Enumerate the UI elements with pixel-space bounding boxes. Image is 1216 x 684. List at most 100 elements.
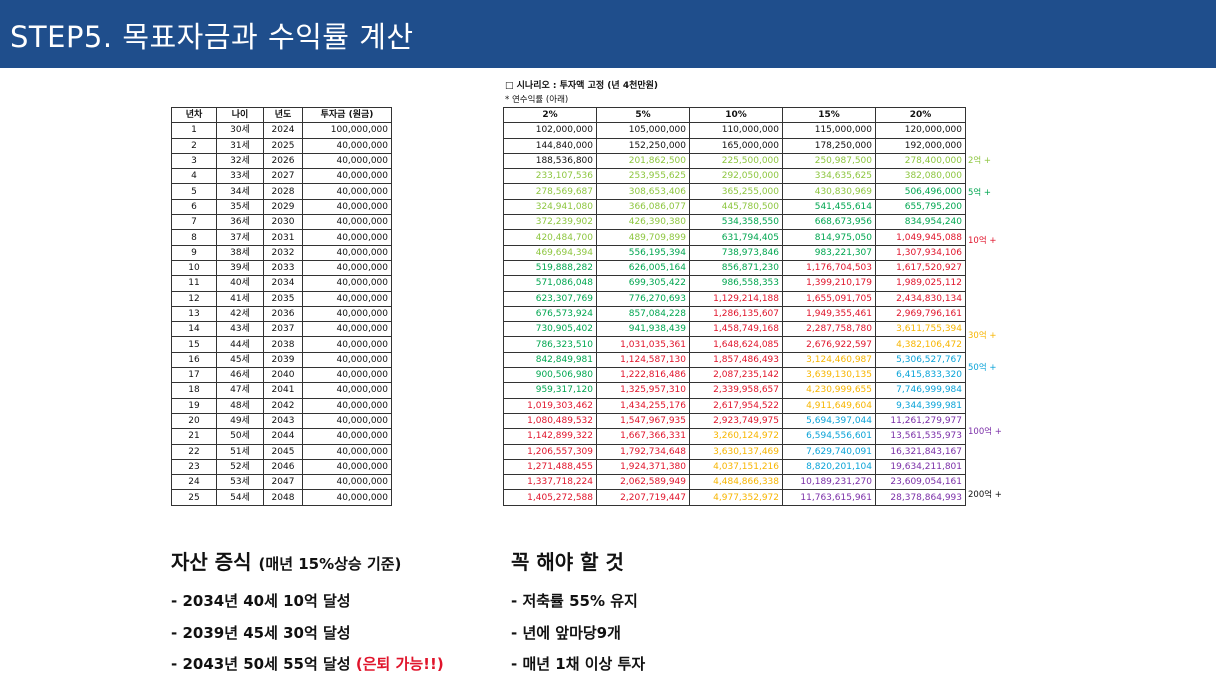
rate-10-cell: 3,260,124,972	[689, 428, 783, 445]
table-row: 1,271,488,455 1,924,371,380 4,037,151,216 8…	[503, 458, 966, 476]
principal-cell: 40,000,000	[302, 290, 392, 307]
scenario-table: 2% 5% 10% 15% 20% 102,000,000 105,000,000…	[503, 106, 966, 506]
rate-2-cell: 959,317,120	[503, 382, 597, 399]
year-cell: 2042	[263, 397, 303, 414]
asset-item: - 2034년 40세 10억 달성	[171, 590, 351, 611]
rate-2-cell: 188,536,800	[503, 152, 597, 170]
table-row: 20 49세 2043 40,000,000	[171, 412, 392, 430]
milestone-note: 30억 +	[968, 331, 997, 342]
rate-5-cell: 1,792,734,648	[596, 443, 690, 460]
age-cell: 40세	[216, 275, 264, 292]
year-cell: 2037	[263, 321, 303, 338]
rate-10-cell: 2,617,954,522	[689, 397, 783, 414]
principal-cell: 40,000,000	[302, 183, 392, 200]
asset-section-title: 자산 증식 (매년 15%상승 기준)	[171, 546, 401, 575]
rate-10-cell: 110,000,000	[689, 122, 783, 139]
col-header-principal: 투자금 (원금)	[302, 106, 392, 124]
rate-5-cell: 1,924,371,380	[596, 458, 690, 476]
milestone-note: 2억 +	[968, 156, 992, 167]
col-header-rate-5: 5%	[596, 106, 690, 124]
table-row: 19 48세 2042 40,000,000	[171, 397, 392, 414]
col-header-rate-10: 10%	[689, 106, 783, 124]
rate-10-cell: 1,458,749,168	[689, 321, 783, 338]
year-count-cell: 14	[171, 321, 217, 338]
year-count-cell: 21	[171, 428, 217, 445]
year-count-cell: 5	[171, 183, 217, 200]
col-header-year-count: 년차	[171, 106, 217, 124]
rate-5-cell: 1,547,967,935	[596, 412, 690, 430]
rate-5-cell: 1,325,957,310	[596, 382, 690, 399]
principal-cell: 40,000,000	[302, 458, 392, 476]
table-row: 233,107,536 253,955,625 292,050,000 334,635…	[503, 168, 966, 185]
table-row: 188,536,800 201,862,500 225,500,000 250,987…	[503, 152, 966, 170]
table-row: 23 52세 2046 40,000,000	[171, 458, 392, 476]
table-row: 12 41세 2035 40,000,000	[171, 290, 392, 307]
table-row: 959,317,120 1,325,957,310 2,339,958,657 4,2…	[503, 382, 966, 399]
rate-10-cell: 1,648,624,085	[689, 336, 783, 353]
rate-15-cell: 1,655,091,705	[782, 290, 876, 307]
table-row: 900,506,980 1,222,816,486 2,087,235,142 3,6…	[503, 367, 966, 384]
age-cell: 41세	[216, 290, 264, 307]
year-cell: 2046	[263, 458, 303, 476]
asset-title-main: 자산 증식	[171, 550, 252, 574]
rate-2-cell: 1,142,899,322	[503, 428, 597, 445]
rate-10-cell: 225,500,000	[689, 152, 783, 170]
rate-2-cell: 102,000,000	[503, 122, 597, 139]
col-header-age: 나이	[216, 106, 264, 124]
year-count-cell: 19	[171, 397, 217, 414]
principal-cell: 40,000,000	[302, 168, 392, 185]
rate-2-cell: 1,405,272,588	[503, 489, 597, 506]
todo-section-title: 꼭 해야 할 것	[511, 550, 624, 574]
age-cell: 38세	[216, 244, 264, 261]
principal-cell: 40,000,000	[302, 259, 392, 277]
rate-2-cell: 730,905,402	[503, 321, 597, 338]
rate-10-cell: 738,973,846	[689, 244, 783, 261]
rate-20-cell: 16,321,843,167	[875, 443, 966, 460]
rate-15-cell: 7,629,740,091	[782, 443, 876, 460]
year-count-cell: 16	[171, 351, 217, 369]
table-row: 1,405,272,588 2,207,719,447 4,977,352,972 1…	[503, 489, 966, 506]
year-cell: 2024	[263, 122, 303, 139]
table-row: 2 31세 2025 40,000,000	[171, 137, 392, 154]
year-cell: 2041	[263, 382, 303, 399]
year-cell: 2027	[263, 168, 303, 185]
year-count-cell: 2	[171, 137, 217, 154]
rate-20-cell: 834,954,240	[875, 214, 966, 231]
rate-2-cell: 233,107,536	[503, 168, 597, 185]
year-cell: 2035	[263, 290, 303, 307]
rate-2-cell: 519,888,282	[503, 259, 597, 277]
rate-20-cell: 1,617,520,927	[875, 259, 966, 277]
todo-item: - 저축률 55% 유지	[511, 592, 638, 610]
rate-5-cell: 308,653,406	[596, 183, 690, 200]
principal-cell: 40,000,000	[302, 397, 392, 414]
age-cell: 50세	[216, 428, 264, 445]
table-row: 25 54세 2048 40,000,000	[171, 489, 392, 506]
table-row: 16 45세 2039 40,000,000	[171, 351, 392, 369]
todo-item: - 년에 앞마당9개	[511, 624, 621, 642]
rate-2-cell: 623,307,769	[503, 290, 597, 307]
rate-15-cell: 10,189,231,270	[782, 474, 876, 491]
year-count-cell: 24	[171, 474, 217, 491]
scenario-table-header: 2% 5% 10% 15% 20%	[503, 106, 966, 124]
scenario-subtitle: * 연수익률 (아래)	[505, 95, 569, 105]
year-cell: 2048	[263, 489, 303, 506]
table-row: 144,840,000 152,250,000 165,000,000 178,250…	[503, 137, 966, 154]
rate-5-cell: 366,086,077	[596, 198, 690, 216]
principal-cell: 40,000,000	[302, 137, 392, 154]
rate-10-cell: 292,050,000	[689, 168, 783, 185]
rate-15-cell: 5,694,397,044	[782, 412, 876, 430]
table-row: 676,573,924 857,084,228 1,286,135,607 1,949…	[503, 305, 966, 323]
year-count-cell: 13	[171, 305, 217, 323]
rate-5-cell: 426,390,380	[596, 214, 690, 231]
rate-20-cell: 192,000,000	[875, 137, 966, 154]
rate-20-cell: 9,344,399,981	[875, 397, 966, 414]
rate-15-cell: 4,230,999,655	[782, 382, 876, 399]
rate-2-cell: 420,484,700	[503, 229, 597, 246]
rate-15-cell: 3,124,460,987	[782, 351, 876, 369]
year-count-cell: 8	[171, 229, 217, 246]
rate-5-cell: 1,434,255,176	[596, 397, 690, 414]
page-title: STEP5. 목표자금과 수익률 계산	[10, 20, 414, 54]
year-cell: 2038	[263, 336, 303, 353]
year-cell: 2044	[263, 428, 303, 445]
rate-20-cell: 1,049,945,088	[875, 229, 966, 246]
